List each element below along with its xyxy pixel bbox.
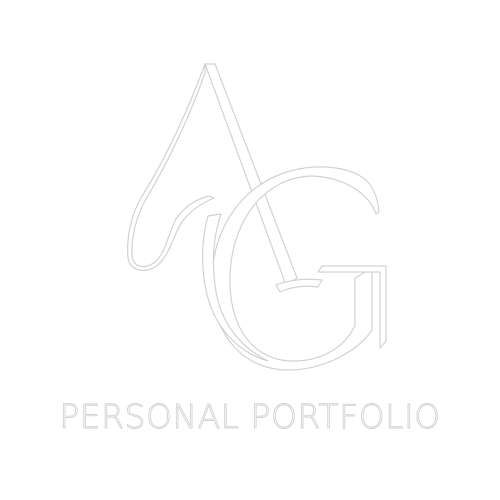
monogram-a-right-stroke [204, 63, 298, 286]
monogram-g-outer-bowl [211, 166, 380, 371]
monogram-g-crossbar [317, 265, 387, 349]
monogram-g-lower-curl [275, 278, 323, 293]
monogram-a-left-stroke [127, 63, 215, 272]
monogram-g-inner-stroke [202, 213, 269, 362]
tagline-text: PERSONAL PORTFOLIO [59, 397, 441, 436]
